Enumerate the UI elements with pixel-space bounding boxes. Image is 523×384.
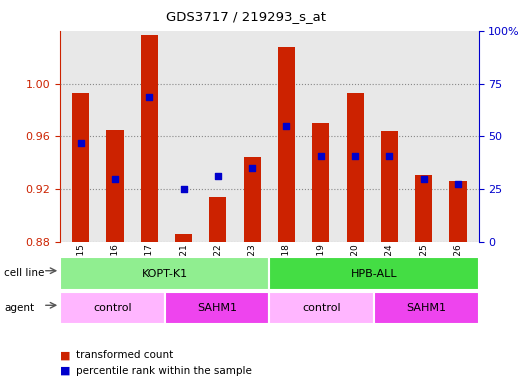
Text: transformed count: transformed count xyxy=(76,350,173,360)
Point xyxy=(248,165,256,171)
Text: agent: agent xyxy=(4,303,35,313)
Text: KOPT-K1: KOPT-K1 xyxy=(142,268,188,279)
Point xyxy=(385,153,394,159)
Point xyxy=(179,186,188,192)
Point xyxy=(454,181,462,187)
Text: GDS3717 / 219293_s_at: GDS3717 / 219293_s_at xyxy=(166,10,326,23)
Bar xyxy=(165,292,269,324)
Point xyxy=(419,175,428,182)
Bar xyxy=(60,257,269,290)
Bar xyxy=(72,93,89,242)
Bar xyxy=(415,175,432,242)
Text: SAHM1: SAHM1 xyxy=(197,303,237,313)
Point xyxy=(111,175,119,182)
Text: cell line: cell line xyxy=(4,268,44,278)
Text: percentile rank within the sample: percentile rank within the sample xyxy=(76,366,252,376)
Bar xyxy=(269,292,374,324)
Bar xyxy=(60,292,165,324)
Bar xyxy=(347,93,363,242)
Bar xyxy=(312,123,329,242)
Point xyxy=(316,153,325,159)
Text: HPB-ALL: HPB-ALL xyxy=(350,268,397,279)
Bar xyxy=(374,292,479,324)
Text: ■: ■ xyxy=(60,366,74,376)
Bar xyxy=(449,181,467,242)
Point xyxy=(145,94,153,100)
Point xyxy=(76,140,85,146)
Bar xyxy=(269,257,479,290)
Bar xyxy=(244,157,261,242)
Bar xyxy=(107,130,123,242)
Point xyxy=(351,153,359,159)
Point xyxy=(214,173,222,179)
Text: ■: ■ xyxy=(60,350,74,360)
Text: control: control xyxy=(302,303,341,313)
Text: SAHM1: SAHM1 xyxy=(406,303,446,313)
Bar xyxy=(209,197,226,242)
Bar xyxy=(278,46,295,242)
Bar xyxy=(141,35,158,242)
Bar xyxy=(175,234,192,242)
Point xyxy=(282,123,291,129)
Text: control: control xyxy=(93,303,132,313)
Bar xyxy=(381,131,398,242)
